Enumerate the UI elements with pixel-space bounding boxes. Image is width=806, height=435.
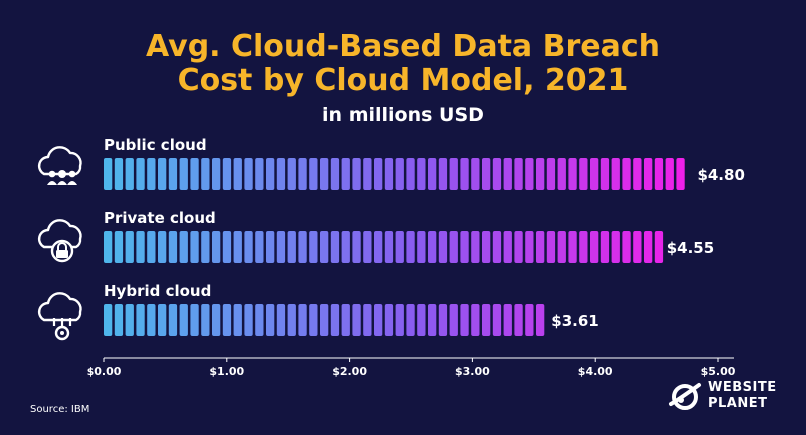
- website-planet-logo: WEBSITE PLANET: [668, 378, 778, 418]
- x-tick-label: $3.00: [455, 365, 490, 378]
- bar: [104, 304, 545, 336]
- x-tick-label: $2.00: [332, 365, 367, 378]
- x-tick-label: $5.00: [701, 365, 736, 378]
- x-tick-label: $4.00: [578, 365, 613, 378]
- category-label: Private cloud: [104, 209, 216, 227]
- chart-title-line-1: Avg. Cloud-Based Data Breach: [145, 29, 660, 64]
- category-label: Public cloud: [104, 136, 207, 154]
- category-label: Hybrid cloud: [104, 282, 211, 300]
- value-label: $4.55: [667, 239, 714, 257]
- bar-chart: Public cloud $4.80 Private cloud $4.55 Hybri…: [37, 136, 745, 378]
- cloud-gear-icon: [37, 292, 82, 341]
- bar: [104, 231, 664, 263]
- bar-row: Hybrid cloud $3.61: [104, 282, 599, 336]
- bar-row: Public cloud $4.80: [104, 136, 745, 190]
- value-label: $4.80: [697, 166, 744, 184]
- cloud-people-icon: [37, 146, 82, 185]
- chart-subtitle: in millions USD: [322, 104, 484, 126]
- logo-line-2: PLANET: [708, 396, 768, 411]
- logo-text: WEBSITE PLANET: [708, 380, 777, 412]
- bar: [104, 158, 685, 190]
- planet-icon: [669, 383, 701, 410]
- source-note: Source: IBM: [30, 404, 90, 415]
- cloud-lock-icon: [37, 219, 82, 263]
- x-tick-label: $0.00: [87, 365, 122, 378]
- chart-title-line-2: Cost by Cloud Model, 2021: [177, 63, 629, 98]
- x-tick-label: $1.00: [209, 365, 244, 378]
- logo-line-1: WEBSITE: [708, 380, 777, 395]
- value-label: $3.61: [551, 312, 598, 330]
- bar-row: Private cloud $4.55: [104, 209, 714, 263]
